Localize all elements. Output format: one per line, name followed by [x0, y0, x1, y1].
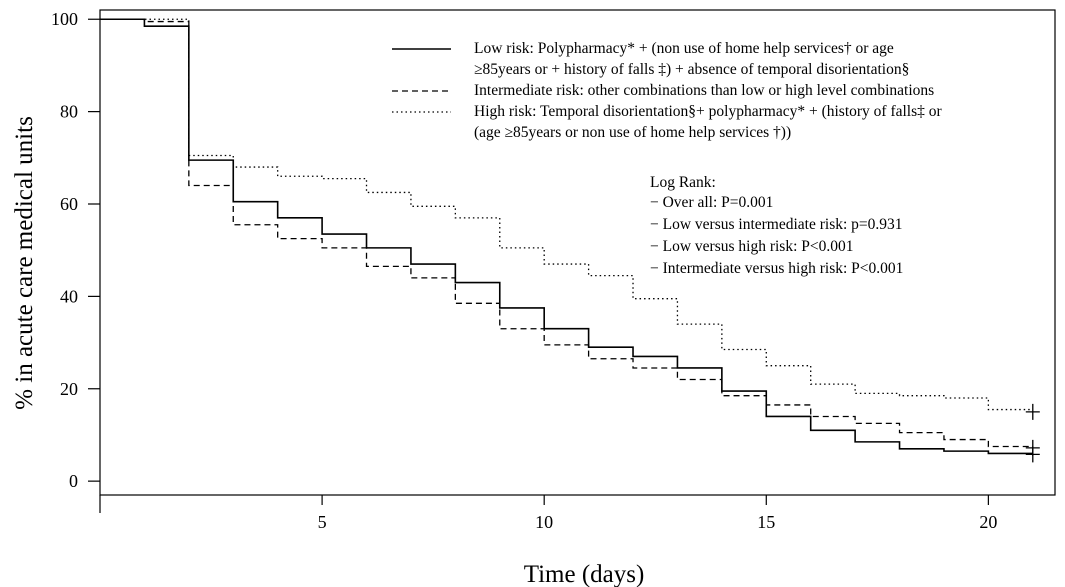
plot-frame [99, 9, 1056, 496]
log-rank-line-1: − Over all: P=0.001 [650, 194, 773, 211]
legend-entry-2-line-1: Intermediate risk: other combinations th… [474, 82, 934, 99]
y-tick-label: 100 [51, 9, 78, 29]
x-tick-label: 10 [535, 512, 553, 532]
legend-entry-1-line-1: Low risk: Polypharmacy* + (non use of ho… [474, 40, 894, 57]
legend-entry-3-line-1: High risk: Temporal disorientation§+ pol… [474, 103, 943, 120]
censor-mark-2 [1025, 439, 1040, 456]
y-tick-label: 40 [60, 286, 78, 306]
log-rank-line-4: − Intermediate versus high risk: P<0.001 [650, 260, 903, 277]
censor-mark-3 [1025, 403, 1040, 420]
x-tick-label: 5 [318, 512, 327, 532]
series-line-1 [100, 18, 1033, 455]
series-layer [100, 18, 1040, 463]
log-rank-line-3: − Low versus high risk: P<0.001 [650, 238, 853, 255]
y-axis-title: % in acute care medical units [11, 116, 38, 410]
y-tick-label: 60 [60, 194, 78, 214]
legend: Low risk: Polypharmacy* + (non use of ho… [392, 40, 943, 141]
series-line-2 [100, 18, 1033, 448]
y-tick-label: 0 [69, 471, 78, 491]
legend-entry-1-line-2: ≥85years or + history of falls ‡) + abse… [474, 61, 909, 78]
x-tick-label: 20 [979, 512, 997, 532]
series-line-3 [100, 18, 1033, 411]
x-tick-label: 15 [757, 512, 775, 532]
axes: 5 10 15 20 0 20 40 60 80 100 [51, 9, 1056, 532]
legend-entry-3-line-2: (age ≥85years or non use of home help se… [474, 124, 791, 141]
log-rank-line-2: − Low versus intermediate risk: p=0.931 [650, 216, 903, 233]
log-rank-annotation: Log Rank: − Over all: P=0.001 − Low versus… [650, 174, 903, 277]
log-rank-title: Log Rank: [650, 174, 716, 191]
y-tick-label: 20 [60, 379, 78, 399]
x-axis-title: Time (days) [524, 561, 645, 587]
y-tick-label: 80 [60, 102, 78, 122]
